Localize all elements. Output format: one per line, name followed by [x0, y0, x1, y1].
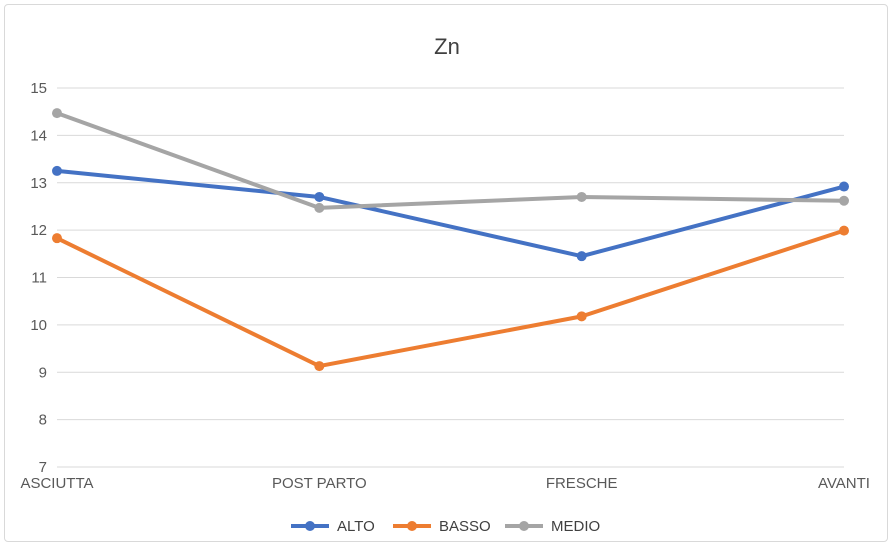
y-tick-label: 7 — [39, 459, 47, 476]
data-point — [52, 108, 62, 119]
y-tick-label: 11 — [31, 270, 47, 287]
legend-item: MEDIO — [505, 518, 600, 535]
data-point — [839, 225, 849, 236]
y-tick-label: 14 — [30, 127, 47, 144]
data-point — [576, 191, 587, 202]
series-medio — [52, 108, 849, 213]
y-tick-label: 15 — [30, 80, 47, 97]
series-alto — [52, 165, 849, 262]
data-point — [576, 311, 587, 322]
series-line — [55, 168, 846, 259]
x-tick-label: POST PARTO — [272, 475, 367, 492]
data-point — [52, 165, 62, 176]
legend-swatch-marker — [519, 521, 529, 531]
data-point — [839, 181, 849, 192]
y-tick-label: 12 — [30, 222, 47, 239]
legend-swatch-marker — [407, 521, 417, 531]
data-point — [839, 195, 849, 206]
x-axis: ASCIUTTA POST PARTO FRESCHE AVANTI — [20, 475, 870, 492]
y-tick-label: 8 — [39, 412, 47, 429]
legend-label: BASSO — [439, 518, 491, 535]
data-point — [52, 233, 62, 244]
x-tick-label: FRESCHE — [546, 475, 618, 492]
gridlines — [57, 87, 844, 468]
legend-item: ALTO — [291, 518, 375, 535]
y-tick-label: 10 — [30, 317, 47, 334]
legend: ALTO BASSO MEDIO — [291, 518, 600, 535]
data-point — [314, 191, 325, 202]
data-point — [314, 202, 325, 213]
legend-item: BASSO — [393, 518, 491, 535]
y-axis: 7 8 9 10 11 12 13 14 15 — [30, 80, 47, 476]
legend-label: MEDIO — [551, 518, 600, 535]
y-tick-label: 9 — [39, 364, 47, 381]
series-line — [55, 111, 846, 210]
data-point — [314, 361, 325, 372]
series-group — [52, 108, 849, 372]
data-point — [576, 251, 587, 262]
y-tick-label: 13 — [30, 175, 47, 192]
series-line — [55, 228, 846, 369]
x-tick-label: ASCIUTTA — [20, 475, 93, 492]
legend-label: ALTO — [337, 518, 375, 535]
chart-frame — [4, 4, 888, 542]
x-tick-label: AVANTI — [818, 475, 870, 492]
legend-swatch-marker — [305, 521, 315, 531]
series-basso — [52, 225, 849, 372]
chart-title: Zn — [434, 34, 460, 59]
